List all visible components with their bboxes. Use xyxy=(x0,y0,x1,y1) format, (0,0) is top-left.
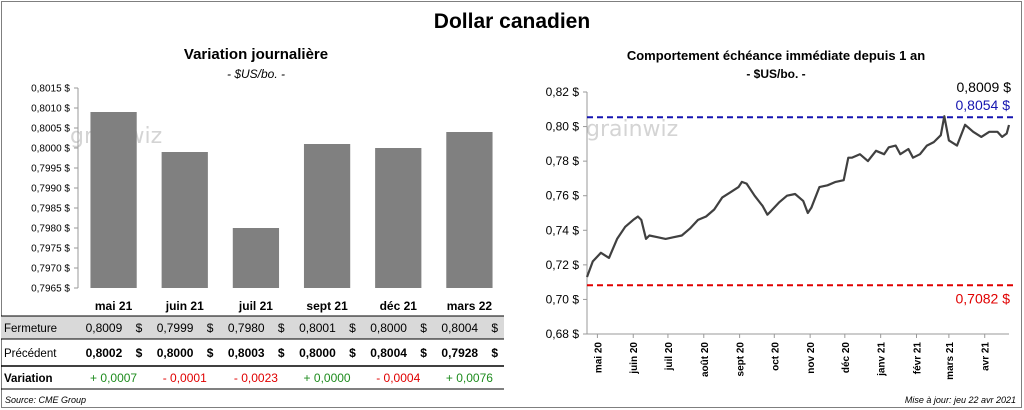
variation-value: - 0,0001 xyxy=(163,371,207,385)
bar xyxy=(161,152,208,288)
y-tick-label: 0,82 $ xyxy=(546,85,580,99)
watermark-logo: grainwiz xyxy=(586,117,678,142)
currency-symbol: $ xyxy=(207,346,214,360)
bar xyxy=(303,144,351,288)
low-value-label: 0,7082 $ xyxy=(956,290,1011,306)
variation-value: - 0,0004 xyxy=(376,371,420,385)
bar xyxy=(375,148,422,288)
table-cell-value: 0,8004 xyxy=(441,321,478,335)
table-cell-value: 0,8000 xyxy=(157,346,194,360)
currency-symbol: $ xyxy=(136,321,143,335)
bar xyxy=(446,132,493,288)
right-chart-title: Comportement échéance immédiate depuis 1… xyxy=(626,48,926,63)
price-line xyxy=(585,115,1011,278)
table-cell-value: 0,8001 xyxy=(299,321,336,335)
table-cell-value: 0,8000 xyxy=(370,321,407,335)
y-tick-label: 0,8000 $ xyxy=(31,144,70,155)
currency-symbol: $ xyxy=(278,321,285,335)
update-note: Mise à jour: jeu 22 avr 2021 xyxy=(904,395,1016,405)
table-row-label: Variation xyxy=(4,373,53,385)
y-tick-label: 0,7980 $ xyxy=(31,224,70,235)
x-tick-label: déc 20 xyxy=(841,342,852,374)
x-tick-label: janv 21 xyxy=(877,342,888,377)
last-value-label: 0,8009 $ xyxy=(957,79,1012,95)
high-value-label: 0,8054 $ xyxy=(956,97,1011,113)
y-tick-label: 0,78 $ xyxy=(546,154,580,168)
currency-symbol: $ xyxy=(207,321,214,335)
x-tick-label: nov 20 xyxy=(806,342,817,374)
bar xyxy=(232,228,280,288)
currency-symbol: $ xyxy=(349,321,356,335)
table-row-label: Précédent xyxy=(4,348,57,360)
table-cell-value: 0,8000 xyxy=(299,346,336,360)
currency-symbol: $ xyxy=(278,346,285,360)
right-chart-unit: - $US/bo. - xyxy=(746,67,806,81)
x-tick-label: févr 21 xyxy=(913,342,924,375)
x-tick-label: mai 21 xyxy=(95,299,133,313)
x-tick-label: mai 20 xyxy=(593,342,604,374)
table-cell-value: 0,8003 xyxy=(228,346,265,360)
table-cell-value: 0,8002 xyxy=(86,346,123,360)
left-chart-title: Variation journalière xyxy=(183,46,329,63)
y-tick-label: 0,8005 $ xyxy=(31,124,70,135)
y-tick-label: 0,8015 $ xyxy=(31,84,70,95)
line-chart: grainwiz 0,68 $ 0,70 $ 0,72 $ 0,74 $ 0,76 $ 0,… xyxy=(546,79,1013,380)
y-tick-label: 0,76 $ xyxy=(546,189,580,203)
source-note: Source: CME Group xyxy=(5,395,87,405)
variation-value: + 0,0076 xyxy=(446,371,493,385)
variation-value: + 0,0007 xyxy=(90,371,137,385)
currency-symbol: $ xyxy=(136,346,143,360)
left-chart-unit: - $US/bo. - xyxy=(226,67,286,81)
table-cell-value: 0,7980 xyxy=(228,321,265,335)
table-row-label: Fermeture xyxy=(4,323,57,335)
y-tick-label: 0,7965 $ xyxy=(31,284,70,295)
currency-symbol: $ xyxy=(491,321,498,335)
x-tick-label: sept 21 xyxy=(306,299,348,313)
variation-value: + 0,0000 xyxy=(304,371,351,385)
y-tick-label: 0,70 $ xyxy=(546,292,580,306)
y-tick-label: 0,68 $ xyxy=(546,327,580,341)
x-tick-label: mars 22 xyxy=(447,299,493,313)
currency-symbol: $ xyxy=(420,346,427,360)
bar xyxy=(90,112,137,288)
y-tick-label: 0,80 $ xyxy=(546,120,580,134)
currency-symbol: $ xyxy=(420,321,427,335)
table-cell-value: 0,8009 xyxy=(86,321,123,335)
x-tick-label: mars 21 xyxy=(945,342,956,380)
y-tick-label: 0,7985 $ xyxy=(31,204,70,215)
currency-symbol: $ xyxy=(491,346,498,360)
table-cell-value: 0,7999 xyxy=(157,321,194,335)
x-tick-label: juin 20 xyxy=(629,342,640,375)
y-tick-label: 0,7975 $ xyxy=(31,244,70,255)
x-tick-label: juin 21 xyxy=(165,299,204,313)
x-tick-label: déc 21 xyxy=(380,299,418,313)
y-tick-label: 0,74 $ xyxy=(546,223,580,237)
y-tick-label: 0,7970 $ xyxy=(31,264,70,275)
y-tick-label: 0,72 $ xyxy=(546,258,580,272)
table-row-shade xyxy=(1,316,504,339)
variation-value: - 0,0023 xyxy=(234,371,278,385)
x-tick-label: sept 20 xyxy=(736,342,747,377)
y-tick-label: 0,8010 $ xyxy=(31,104,70,115)
y-tick-label: 0,7995 $ xyxy=(31,164,70,175)
x-tick-label: avr 21 xyxy=(981,342,992,371)
y-tick-label: 0,7990 $ xyxy=(31,184,70,195)
table-cell-value: 0,7928 xyxy=(441,346,478,360)
x-tick-label: juil 21 xyxy=(238,299,273,313)
x-tick-label: août 20 xyxy=(700,342,711,377)
x-tick-label: oct 20 xyxy=(770,342,781,371)
currency-symbol: $ xyxy=(349,346,356,360)
page-title: Dollar canadien xyxy=(433,10,591,33)
x-tick-label: juil 20 xyxy=(664,342,675,372)
table-cell-value: 0,8004 xyxy=(370,346,407,360)
